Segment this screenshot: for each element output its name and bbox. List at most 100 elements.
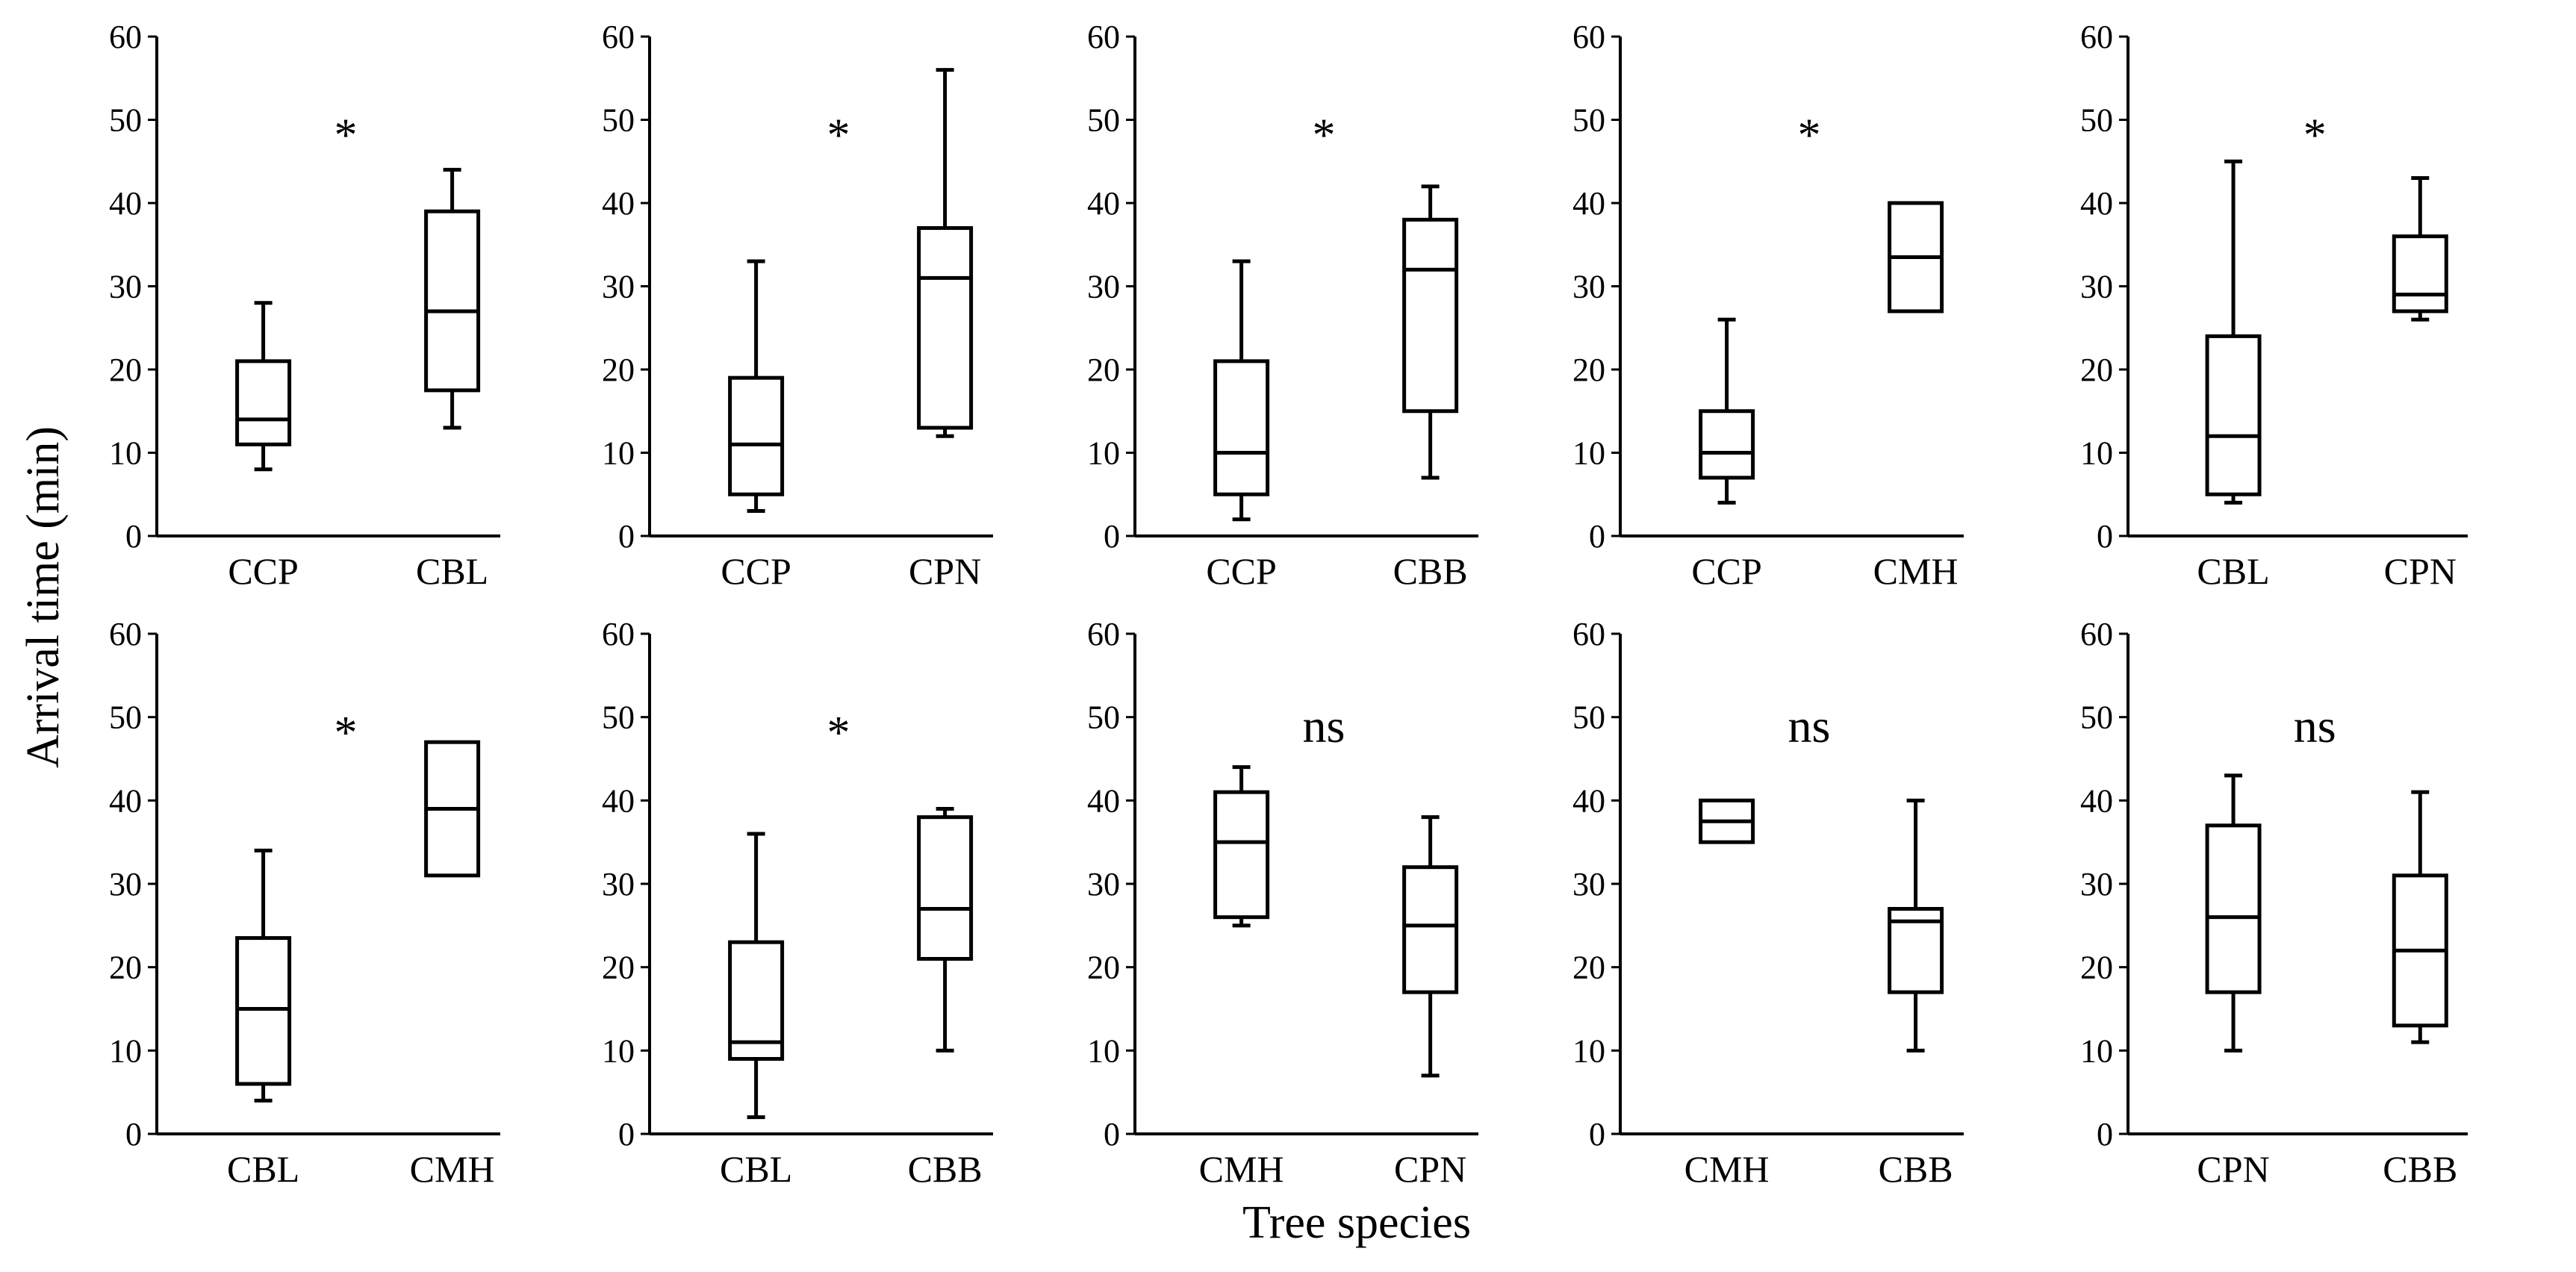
y-tick-label: 50 [1572,102,1605,139]
box-iqr [424,209,481,393]
category-label: CBB [2383,1148,2457,1190]
y-tick-label: 50 [602,102,635,139]
box-iqr [728,375,785,496]
significance-label: * [827,708,850,758]
y-tick-label: 0 [618,518,635,555]
y-tick-label: 50 [109,699,142,736]
panel-p3: 0 10 20 30 40 50 60 CCP CBB * [1087,19,1478,592]
box-cbl [424,167,481,430]
y-tick-label: 40 [602,185,635,222]
y-tick-label: 10 [602,435,635,472]
y-tick-label: 20 [109,352,142,388]
y-tick-label: 60 [109,616,142,652]
box-iqr [2205,334,2262,496]
box-cbb [1402,184,1459,480]
y-tick-label: 30 [2080,866,2113,902]
significance-label: * [1313,110,1336,161]
box-cbl [2205,159,2262,505]
y-tick-label: 50 [1572,699,1605,736]
panel-p5: 0 10 20 30 40 50 60 CBL CPN * [2080,19,2468,592]
significance-label: * [1798,110,1821,161]
y-tick-label: 0 [618,1116,635,1153]
significance-label: ns [1303,699,1345,752]
box-cpn [2392,176,2448,322]
panel-p1: 0 10 20 30 40 50 60 CCP CBL * [109,19,500,592]
y-tick-label: 0 [1589,518,1605,555]
y-tick-label: 40 [109,782,142,819]
y-tick-label: 50 [1087,699,1120,736]
box-cmh [424,740,481,878]
y-tick-label: 30 [602,269,635,305]
category-label: CBL [227,1148,299,1190]
y-tick-label: 40 [1572,185,1605,222]
category-label: CBL [416,550,488,592]
box-ccp [1213,259,1270,522]
box-cpn [2205,773,2262,1053]
category-label: CPN [1394,1148,1466,1190]
y-tick-label: 30 [602,866,635,902]
y-tick-label: 20 [2080,950,2113,986]
y-tick-label: 0 [125,1116,142,1153]
y-tick-label: 20 [602,352,635,388]
y-tick-label: 20 [1087,950,1120,986]
y-tick-label: 40 [1087,782,1120,819]
y-tick-label: 10 [602,1032,635,1069]
category-label: CBB [1879,1148,1953,1190]
box-cpn [917,68,974,438]
category-label: CBL [2197,550,2269,592]
y-tick-label: 0 [1104,1116,1120,1153]
box-iqr [2392,234,2448,314]
y-tick-label: 50 [602,699,635,736]
box-iqr [728,940,785,1061]
y-tick-label: 20 [109,950,142,986]
y-tick-label: 60 [602,19,635,55]
y-tick-label: 30 [2080,269,2113,305]
box-iqr [917,815,974,961]
box-iqr [2205,823,2262,994]
category-label: CPN [2197,1148,2269,1190]
box-cmh [1213,765,1270,928]
box-cbb [917,807,974,1053]
y-tick-label: 30 [109,866,142,902]
box-iqr [1402,217,1459,414]
y-tick-label: 30 [1572,269,1605,305]
box-cbb [1888,798,1944,1053]
box-iqr [235,936,292,1086]
box-cbl [728,832,785,1120]
category-label: CMH [1873,550,1959,592]
panel-p8: 0 10 20 30 40 50 60 CMH CPN ns [1087,616,1478,1190]
y-tick-label: 60 [1087,616,1120,652]
y-tick-label: 10 [1572,1032,1605,1069]
box-ccp [728,259,785,514]
significance-label: ns [2294,699,2336,752]
box-cpn [1402,815,1459,1078]
y-axis-title: Arrival time (min) [18,426,69,768]
panel-p10: 0 10 20 30 40 50 60 CPN CBB ns [2080,616,2468,1190]
category-label: CPN [2384,550,2457,592]
panel-p9: 0 10 20 30 40 50 60 CMH CBB ns [1572,616,1964,1190]
y-tick-label: 60 [2080,19,2113,55]
y-tick-label: 10 [1572,435,1605,472]
y-tick-label: 50 [109,102,142,139]
category-label: CPN [909,550,981,592]
panel-p4: 0 10 20 30 40 50 60 CCP CMH * [1572,19,1964,592]
panel-p6: 0 10 20 30 40 50 60 CBL CMH * [109,616,500,1190]
box-iqr [917,225,974,430]
y-tick-label: 40 [602,782,635,819]
y-tick-label: 60 [1572,616,1605,652]
category-label: CBB [908,1148,983,1190]
y-tick-label: 50 [1087,102,1120,139]
y-tick-label: 10 [1087,435,1120,472]
significance-label: * [827,110,850,161]
y-tick-label: 10 [1087,1032,1120,1069]
y-tick-label: 60 [1572,19,1605,55]
y-tick-label: 30 [109,269,142,305]
panel-p2: 0 10 20 30 40 50 60 CCP CPN * [602,19,993,592]
y-tick-label: 60 [2080,616,2113,652]
y-tick-label: 10 [109,435,142,472]
category-label: CMH [410,1148,495,1190]
y-tick-label: 40 [1087,185,1120,222]
box-iqr [1213,790,1270,920]
category-label: CMH [1684,1148,1770,1190]
panel-p7: 0 10 20 30 40 50 60 CBL CBB * [602,616,993,1190]
